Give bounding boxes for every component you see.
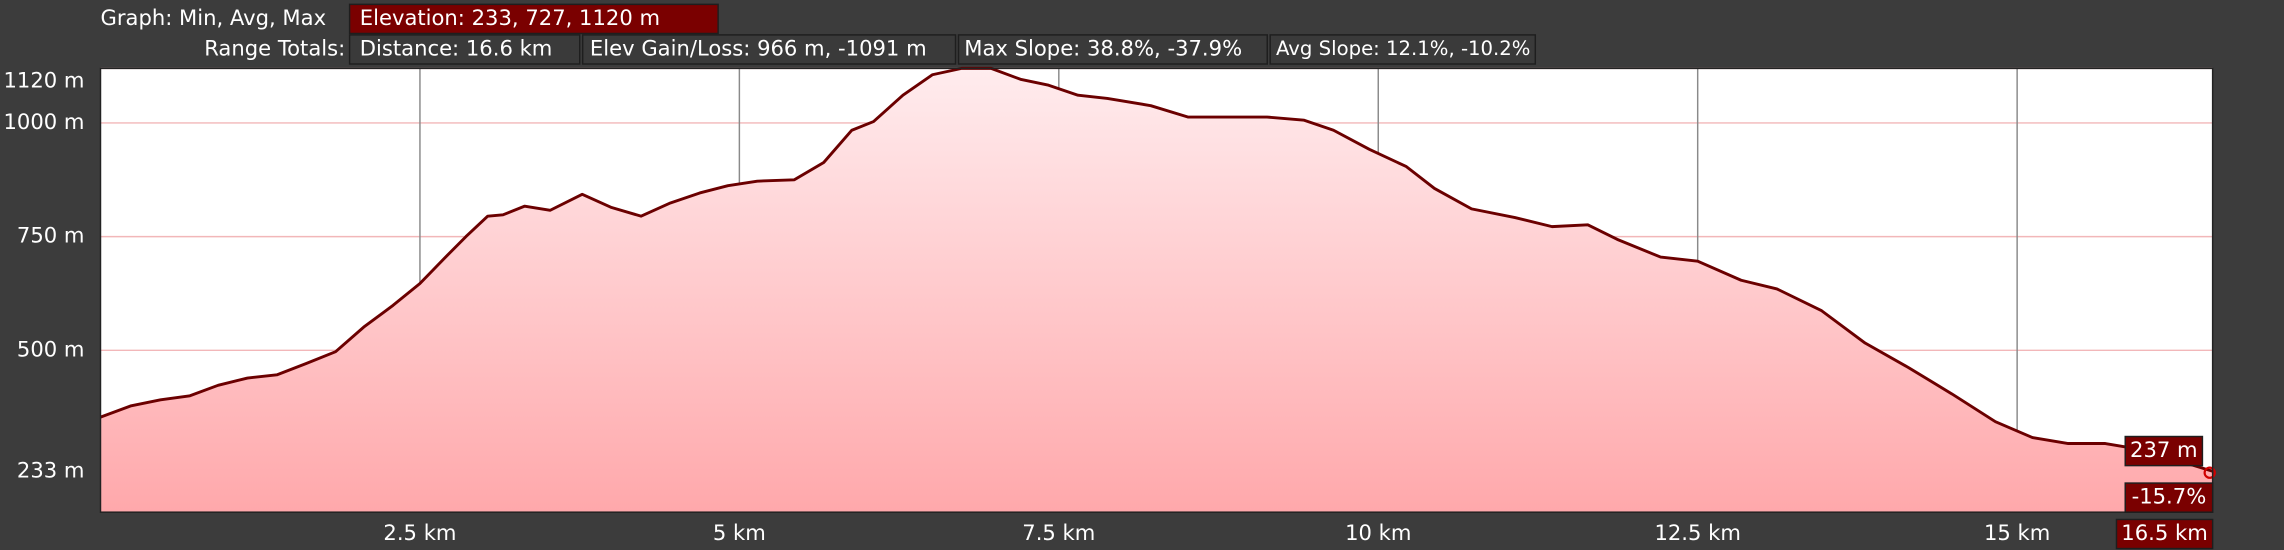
distance-box [348,34,581,65]
plot-border [99,67,2214,513]
range-label: Range Totals: [204,35,345,60]
elevation-stats: Elevation: 233, 727, 1120 m [360,5,660,30]
x-tick-label: 7.5 km [1022,520,1095,545]
x-tick-label: 2.5 km [383,520,456,545]
cursor-marker [2203,466,2216,479]
graph-label: Graph: Min, Avg, Max [101,5,327,30]
y-tick-label: 500 m [17,336,85,361]
elev-gain-loss: Elev Gain/Loss: 966 m, -1091 m [590,35,927,60]
cursor-box [2124,482,2214,513]
elevation-area [100,68,2213,513]
avg-slope: Avg Slope: 12.1%, -10.2% [1276,37,1530,60]
cursor-label: -15.7% [2132,484,2207,509]
gain-loss-box [581,34,957,65]
x-tick-label: 15 km [1984,520,2050,545]
y-tick-label: 233 m [17,458,85,483]
max-slope: Max Slope: 38.8%, -37.9% [964,35,1242,60]
cursor-label: 237 m [2130,437,2198,462]
labels: 233 m 500 m 750 m 1000 m 1120 m 2.5 km 5 km 7.5… [4,67,2214,550]
avg-slope-box [1269,34,1537,65]
y-tick-label: 750 m [17,223,85,248]
x-tick-label: 5 km [713,520,766,545]
x-tick-label: 12.5 km [1654,520,1740,545]
x-tick-label: 10 km [1345,520,1411,545]
y-tick-label: 1000 m [4,109,85,134]
marks [100,66,2216,513]
cursor-box [2124,435,2204,467]
y-tick-label: 1120 m [4,67,85,92]
elevation-line [100,66,2214,473]
cursor-label: 16.5 km [2121,520,2207,545]
elevation-box [348,3,719,35]
distance: Distance: 16.6 km [360,35,553,60]
max-slope-box [957,34,1268,65]
cursor-box [2115,518,2214,550]
